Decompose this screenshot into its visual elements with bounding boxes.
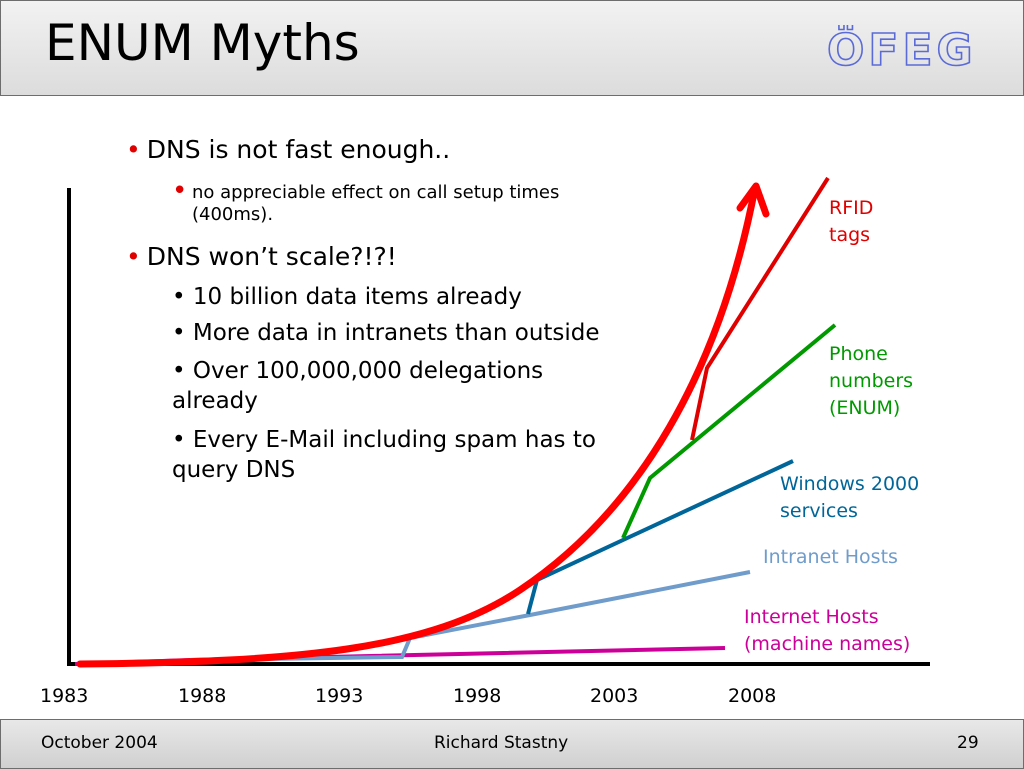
- label-line: Internet Hosts: [744, 606, 879, 628]
- bullet-text: no appreciable effect on call setup time…: [192, 182, 560, 225]
- label-line: (ENUM): [829, 397, 901, 419]
- svg-text:ÖFEG: ÖFEG: [827, 25, 977, 73]
- bullet-text: DNS is not fast enough..: [146, 135, 451, 164]
- label-line: numbers: [829, 370, 914, 392]
- footer-page-number: 29: [957, 733, 979, 753]
- x-tick-1993: 1993: [315, 685, 364, 707]
- bullet-dns-scale: • DNS won’t scale?!?!: [126, 242, 397, 272]
- title-bar: ENUM Myths ÖFEG: [0, 0, 1024, 96]
- label-phone-numbers: Phone numbers (ENUM): [829, 341, 913, 422]
- sub-bullet-intranets: • More data in intranets than outside: [172, 320, 600, 346]
- sub-bullet-email: • Every E-Mail including spam has to que…: [172, 427, 596, 483]
- x-tick-2003: 2003: [590, 685, 639, 707]
- x-tick-1998: 1998: [453, 685, 502, 707]
- x-tick-1988: 1988: [178, 685, 227, 707]
- label-line: (machine names): [744, 633, 911, 655]
- series-phone-numbers: [621, 323, 837, 539]
- bullet-marker: •: [126, 242, 141, 271]
- x-tick-2008: 2008: [728, 685, 777, 707]
- bullet-dns-fast: • DNS is not fast enough..: [126, 135, 450, 165]
- label-line: Phone: [829, 343, 888, 365]
- label-line: services: [780, 500, 858, 522]
- label-internet-hosts: Internet Hosts (machine names): [744, 604, 910, 658]
- footer-date: October 2004: [41, 733, 158, 753]
- label-intranet-hosts: Intranet Hosts: [763, 546, 898, 568]
- bullet-marker: •: [126, 135, 141, 164]
- growth-arrow-head: [736, 182, 770, 218]
- bullet-text: DNS won’t scale?!?!: [146, 242, 397, 271]
- label-line: Windows 2000: [780, 473, 920, 495]
- label-windows-2000: Windows 2000 services: [780, 471, 919, 525]
- sub-bullet-data-items: • 10 billion data items already: [172, 284, 522, 310]
- series-rfid-tags: [690, 176, 830, 441]
- sub-bullet-delegations: • Over 100,000,000 delegations already: [172, 358, 544, 414]
- bullet-marker: •: [172, 176, 188, 206]
- ofeg-logo: ÖFEG: [827, 25, 977, 73]
- x-tick-1983: 1983: [40, 685, 89, 707]
- label-line: RFID: [829, 197, 874, 219]
- footer-author: Richard Stastny: [434, 733, 569, 753]
- slide-title: ENUM Myths: [45, 14, 360, 72]
- label-rfid: RFID tags: [829, 195, 873, 249]
- label-line: tags: [829, 224, 871, 246]
- growth-arrow-curve: [76, 184, 759, 668]
- bullet-call-setup: • no appreciable effect on call setup tim…: [172, 176, 622, 226]
- footer-bar: October 2004 Richard Stastny 29: [0, 719, 1024, 769]
